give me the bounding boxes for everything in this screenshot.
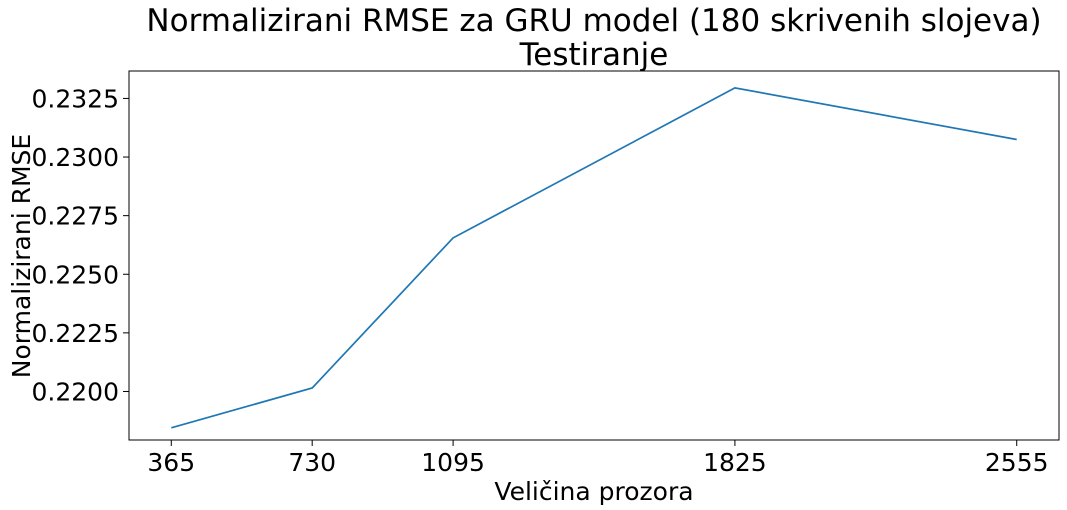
y-tick-label: 0.2250 — [32, 260, 119, 289]
series-line — [171, 87, 1017, 429]
y-tick-label: 0.2275 — [32, 202, 119, 231]
x-axis-label: Veličina prozora — [494, 477, 693, 506]
y-tick-label: 0.2225 — [32, 319, 119, 348]
y-axis: 0.2200 0.2225 0.2250 0.2275 0.2300 0.2325 — [32, 84, 129, 406]
y-tick-label: 0.2200 — [32, 377, 119, 406]
x-axis: 365 730 1095 1825 2555 — [147, 440, 1049, 477]
plot-area — [128, 70, 1060, 441]
y-tick-label: 0.2325 — [32, 84, 119, 113]
y-tick-label: 0.2300 — [32, 143, 119, 172]
x-tick-label: 1825 — [703, 448, 767, 477]
chart-subtitle: Testiranje — [519, 37, 669, 73]
chart-title: Normalizirani RMSE za GRU model (180 skr… — [146, 3, 1041, 39]
x-tick-label: 730 — [288, 448, 336, 477]
x-tick-label: 365 — [147, 448, 195, 477]
y-axis-label: Normalizirani RMSE — [7, 134, 36, 378]
x-tick-label: 1095 — [421, 448, 485, 477]
x-tick-label: 2555 — [985, 448, 1049, 477]
